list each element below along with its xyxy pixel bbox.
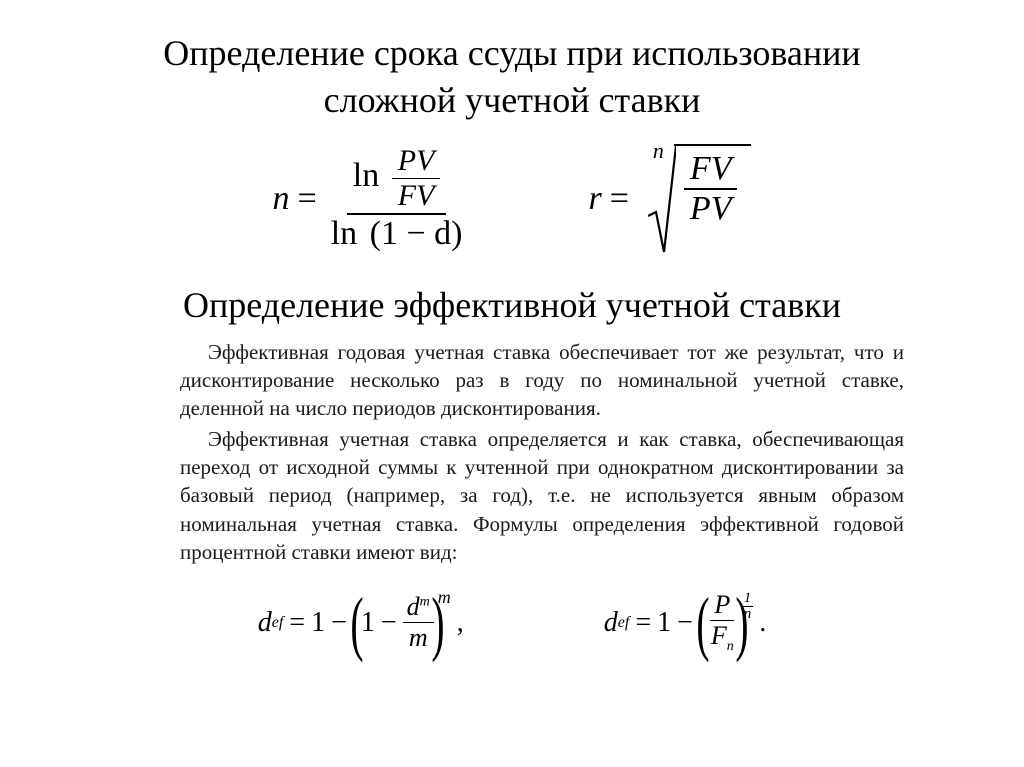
fv-label: FV: [392, 179, 441, 213]
frac-top: P: [710, 590, 734, 621]
frac-bot: Fn: [707, 621, 738, 655]
inner-fraction: PV FV: [392, 144, 441, 213]
minus-sign: −: [331, 607, 347, 639]
fv-label-2: FV: [684, 150, 738, 190]
sub-n: n: [727, 640, 734, 655]
pv-label: PV: [392, 144, 441, 179]
formula-row-2: def = 1 − ( 1 − dm m ) m , def =: [60, 590, 964, 655]
formula-def-2: def = 1 − ( P Fn ) 1 n .: [604, 590, 767, 655]
ln-label-2: ln: [331, 215, 357, 252]
pv-label-2: PV: [684, 190, 738, 228]
formula-r: r = n FV PV: [589, 144, 752, 254]
radicand: FV PV: [674, 144, 752, 232]
denominator-expr: (1 − d): [370, 215, 463, 252]
left-paren: (: [350, 591, 363, 656]
slide-page: Определение срока ссуды при использовани…: [0, 0, 1024, 676]
fraction-numerator: ln PV FV: [347, 144, 447, 215]
radicand-fraction: FV PV: [684, 150, 738, 228]
right-paren: ): [735, 591, 748, 656]
formula-row-1: n = ln PV FV ln (1 − d) r =: [60, 144, 964, 254]
sub-ef: ef: [618, 614, 630, 632]
right-paren: ): [431, 591, 444, 656]
section-subtitle: Определение эффективной учетной ставки: [60, 284, 964, 326]
page-title: Определение срока ссуды при использовани…: [60, 30, 964, 124]
paren-group: ( 1 − dm m ): [353, 591, 442, 656]
var-d: d: [604, 607, 618, 639]
minus-sign: −: [381, 607, 397, 639]
title-line-1: Определение срока ссуды при использовани…: [163, 33, 860, 73]
trailing-comma: ,: [457, 607, 464, 639]
var-d: d: [258, 607, 272, 639]
minus-sign: −: [677, 607, 693, 639]
var-r: r: [589, 180, 602, 218]
equals-sign: =: [289, 607, 305, 639]
root-index: n: [653, 138, 664, 164]
one: 1: [311, 607, 325, 639]
var-d2: d: [407, 592, 420, 621]
ln-label: ln: [353, 157, 379, 194]
formula-def-1: def = 1 − ( 1 − dm m ) m ,: [258, 591, 464, 656]
sub-ef: ef: [272, 614, 284, 632]
var-n: n: [273, 180, 290, 218]
equals-sign: =: [635, 607, 651, 639]
main-fraction: ln PV FV ln (1 − d): [325, 144, 469, 253]
inner-fraction: dm m: [403, 592, 434, 653]
var-F: F: [711, 621, 727, 650]
body-text: Эффективная годовая учетная ставка обесп…: [180, 338, 904, 567]
frac-top: dm: [403, 592, 434, 623]
paragraph-2: Эффективная учетная ставка определяется …: [180, 425, 904, 567]
trailing-dot: .: [759, 607, 766, 639]
formula-n: n = ln PV FV ln (1 − d): [273, 144, 469, 253]
equals-sign: =: [298, 180, 317, 218]
fraction-denominator: ln (1 − d): [325, 215, 469, 253]
title-line-2: сложной учетной ставки: [324, 80, 701, 120]
nth-root: n FV PV: [637, 144, 752, 254]
paren-group: ( P Fn ): [699, 590, 746, 655]
one: 1: [657, 607, 671, 639]
inner-fraction: P Fn: [707, 590, 738, 655]
paragraph-1: Эффективная годовая учетная ставка обесп…: [180, 338, 904, 423]
sup-m: m: [420, 595, 430, 610]
equals-sign: =: [610, 180, 629, 218]
left-paren: (: [696, 591, 709, 656]
frac-bot: m: [405, 623, 432, 653]
